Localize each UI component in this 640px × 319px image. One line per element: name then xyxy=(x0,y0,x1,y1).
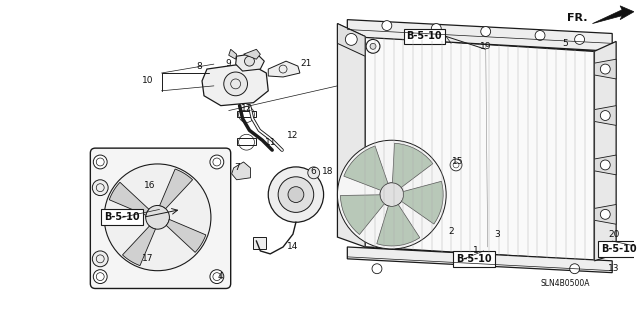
Circle shape xyxy=(288,187,304,203)
Polygon shape xyxy=(166,219,206,252)
Polygon shape xyxy=(244,49,260,59)
Text: 17: 17 xyxy=(142,254,154,263)
Circle shape xyxy=(337,140,446,249)
Polygon shape xyxy=(348,247,612,273)
Text: 21: 21 xyxy=(300,59,312,68)
Circle shape xyxy=(268,167,324,222)
Text: 14: 14 xyxy=(287,242,299,251)
Text: 16: 16 xyxy=(144,181,156,190)
Text: 12: 12 xyxy=(287,131,299,140)
Text: SLN4B0500A: SLN4B0500A xyxy=(540,279,589,288)
Text: 9: 9 xyxy=(226,59,232,68)
Text: 10: 10 xyxy=(142,77,154,85)
Circle shape xyxy=(450,159,462,171)
Text: B-5-10: B-5-10 xyxy=(602,244,637,254)
Text: 4: 4 xyxy=(218,272,223,281)
Polygon shape xyxy=(595,204,616,224)
Text: 20: 20 xyxy=(609,230,620,239)
Polygon shape xyxy=(159,169,193,209)
Polygon shape xyxy=(595,155,616,175)
Polygon shape xyxy=(109,182,149,215)
Polygon shape xyxy=(268,61,300,77)
Circle shape xyxy=(92,251,108,267)
Circle shape xyxy=(224,72,248,96)
Circle shape xyxy=(570,264,580,274)
Bar xyxy=(598,241,640,257)
Polygon shape xyxy=(401,181,443,224)
Text: 2: 2 xyxy=(448,227,454,236)
Circle shape xyxy=(210,155,224,169)
Circle shape xyxy=(481,26,491,36)
Circle shape xyxy=(382,21,392,31)
Polygon shape xyxy=(236,53,264,71)
Circle shape xyxy=(93,270,107,284)
Text: 7: 7 xyxy=(234,163,239,172)
Bar xyxy=(453,251,495,267)
Polygon shape xyxy=(344,146,388,190)
Circle shape xyxy=(600,209,610,219)
Text: 18: 18 xyxy=(322,167,333,176)
Polygon shape xyxy=(337,24,365,247)
Circle shape xyxy=(278,177,314,212)
Circle shape xyxy=(308,167,319,179)
Circle shape xyxy=(600,64,610,74)
Circle shape xyxy=(370,43,376,49)
Circle shape xyxy=(93,155,107,169)
Text: 15: 15 xyxy=(452,158,464,167)
Polygon shape xyxy=(348,20,612,51)
Text: 3: 3 xyxy=(495,230,500,239)
Polygon shape xyxy=(595,41,616,261)
Text: 13: 13 xyxy=(609,264,620,273)
Text: B-5-10: B-5-10 xyxy=(406,32,442,41)
Polygon shape xyxy=(595,106,616,125)
Polygon shape xyxy=(253,237,266,249)
Polygon shape xyxy=(365,36,595,261)
Circle shape xyxy=(92,180,108,196)
Polygon shape xyxy=(392,143,433,188)
Text: 19: 19 xyxy=(480,42,492,51)
Circle shape xyxy=(575,34,584,44)
Circle shape xyxy=(346,33,357,45)
Circle shape xyxy=(600,160,610,170)
Polygon shape xyxy=(595,59,616,79)
Text: B-5-10: B-5-10 xyxy=(456,254,492,264)
Bar xyxy=(237,138,257,145)
Text: 11: 11 xyxy=(264,138,276,147)
Circle shape xyxy=(431,24,441,33)
Circle shape xyxy=(535,31,545,41)
Text: 12: 12 xyxy=(241,104,252,113)
Polygon shape xyxy=(228,49,237,59)
FancyBboxPatch shape xyxy=(90,148,230,288)
Text: 6: 6 xyxy=(311,167,317,176)
Text: 8: 8 xyxy=(196,62,202,70)
Circle shape xyxy=(380,183,404,206)
Circle shape xyxy=(244,56,255,66)
Polygon shape xyxy=(202,63,268,106)
Polygon shape xyxy=(232,162,250,180)
Polygon shape xyxy=(593,6,634,24)
Bar xyxy=(404,28,445,44)
Circle shape xyxy=(146,205,170,229)
Text: FR.: FR. xyxy=(567,13,588,23)
Polygon shape xyxy=(340,195,385,234)
Polygon shape xyxy=(337,24,365,56)
Text: 1: 1 xyxy=(473,246,479,256)
Text: B-5-10: B-5-10 xyxy=(104,212,140,222)
Circle shape xyxy=(372,264,382,274)
Bar xyxy=(101,209,143,225)
Text: 5: 5 xyxy=(562,39,568,48)
Polygon shape xyxy=(377,204,420,246)
Polygon shape xyxy=(122,226,156,266)
Circle shape xyxy=(104,164,211,271)
Circle shape xyxy=(210,270,224,284)
Bar xyxy=(237,111,257,117)
Circle shape xyxy=(600,111,610,121)
